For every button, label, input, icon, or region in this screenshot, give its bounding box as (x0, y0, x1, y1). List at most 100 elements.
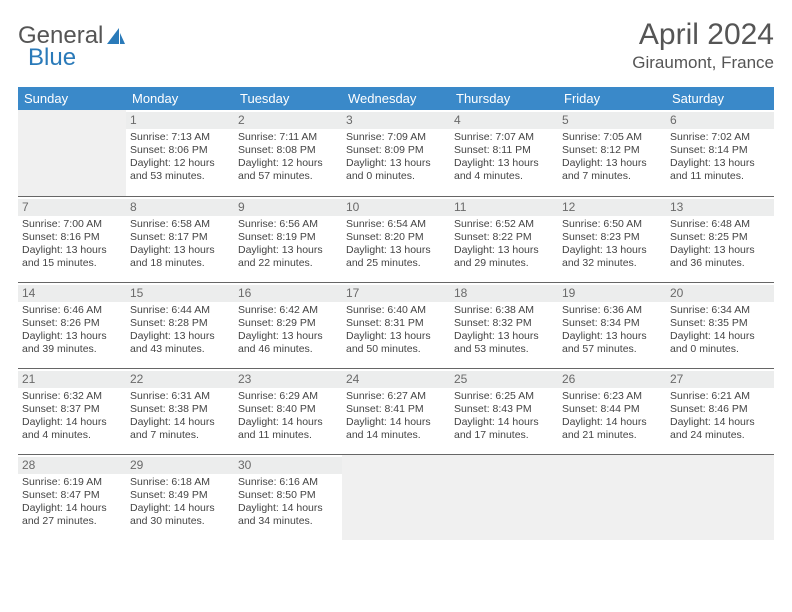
calendar-empty-cell (342, 454, 450, 540)
calendar-day-cell: 5Sunrise: 7:05 AMSunset: 8:12 PMDaylight… (558, 110, 666, 196)
sunset-text: Sunset: 8:50 PM (238, 489, 338, 502)
day-details: Sunrise: 6:36 AMSunset: 8:34 PMDaylight:… (562, 304, 662, 357)
sunrise-text: Sunrise: 6:58 AM (130, 218, 230, 231)
day-header: Tuesday (234, 87, 342, 110)
daylight-text: Daylight: 13 hours and 36 minutes. (670, 244, 770, 270)
calendar-week-row: 28Sunrise: 6:19 AMSunset: 8:47 PMDayligh… (18, 454, 774, 540)
day-details: Sunrise: 6:58 AMSunset: 8:17 PMDaylight:… (130, 218, 230, 271)
day-number: 25 (450, 371, 558, 388)
sunset-text: Sunset: 8:25 PM (670, 231, 770, 244)
day-number: 22 (126, 371, 234, 388)
day-details: Sunrise: 6:27 AMSunset: 8:41 PMDaylight:… (346, 390, 446, 443)
calendar-table: Sunday Monday Tuesday Wednesday Thursday… (18, 87, 774, 540)
day-details: Sunrise: 7:09 AMSunset: 8:09 PMDaylight:… (346, 131, 446, 184)
calendar-day-cell: 19Sunrise: 6:36 AMSunset: 8:34 PMDayligh… (558, 282, 666, 368)
calendar-day-cell: 20Sunrise: 6:34 AMSunset: 8:35 PMDayligh… (666, 282, 774, 368)
day-number: 27 (666, 371, 774, 388)
calendar-week-row: 1Sunrise: 7:13 AMSunset: 8:06 PMDaylight… (18, 110, 774, 196)
sunrise-text: Sunrise: 7:07 AM (454, 131, 554, 144)
sunrise-text: Sunrise: 6:25 AM (454, 390, 554, 403)
daylight-text: Daylight: 14 hours and 27 minutes. (22, 502, 122, 528)
calendar-day-cell: 24Sunrise: 6:27 AMSunset: 8:41 PMDayligh… (342, 368, 450, 454)
sunrise-text: Sunrise: 6:40 AM (346, 304, 446, 317)
sunrise-text: Sunrise: 7:00 AM (22, 218, 122, 231)
day-details: Sunrise: 6:16 AMSunset: 8:50 PMDaylight:… (238, 476, 338, 529)
calendar-day-cell: 11Sunrise: 6:52 AMSunset: 8:22 PMDayligh… (450, 196, 558, 282)
calendar-day-cell: 4Sunrise: 7:07 AMSunset: 8:11 PMDaylight… (450, 110, 558, 196)
sunset-text: Sunset: 8:08 PM (238, 144, 338, 157)
calendar-day-cell: 16Sunrise: 6:42 AMSunset: 8:29 PMDayligh… (234, 282, 342, 368)
calendar-empty-cell (666, 454, 774, 540)
calendar-week-row: 21Sunrise: 6:32 AMSunset: 8:37 PMDayligh… (18, 368, 774, 454)
daylight-text: Daylight: 13 hours and 18 minutes. (130, 244, 230, 270)
calendar-day-cell: 22 Sunrise: 6:31 AMSunset: 8:38 PMDayligh… (126, 368, 234, 454)
sunrise-text: Sunrise: 7:09 AM (346, 131, 446, 144)
day-number: 23 (234, 371, 342, 388)
day-number: 6 (666, 112, 774, 129)
day-details: Sunrise: 7:11 AMSunset: 8:08 PMDaylight:… (238, 131, 338, 184)
calendar-day-cell: 26Sunrise: 6:23 AMSunset: 8:44 PMDayligh… (558, 368, 666, 454)
sunset-text: Sunset: 8:11 PM (454, 144, 554, 157)
sunrise-text: Sunrise: 6:29 AM (238, 390, 338, 403)
sunset-text: Sunset: 8:43 PM (454, 403, 554, 416)
sunrise-text: Sunrise: 6:50 AM (562, 218, 662, 231)
sunset-text: Sunset: 8:44 PM (562, 403, 662, 416)
calendar-day-cell: 23 Sunrise: 6:29 AMSunset: 8:40 PMDayligh… (234, 368, 342, 454)
calendar-day-cell: 9 Sunrise: 6:56 AMSunset: 8:19 PMDaylight… (234, 196, 342, 282)
sunrise-text: Sunrise: 6:27 AM (346, 390, 446, 403)
logo-sail-icon (106, 27, 126, 45)
day-details: Sunrise: 6:34 AMSunset: 8:35 PMDaylight:… (670, 304, 770, 357)
sunrise-text: Sunrise: 6:38 AM (454, 304, 554, 317)
sunset-text: Sunset: 8:41 PM (346, 403, 446, 416)
day-details: Sunrise: 7:13 AMSunset: 8:06 PMDaylight:… (130, 131, 230, 184)
day-details: Sunrise: 6:40 AMSunset: 8:31 PMDaylight:… (346, 304, 446, 357)
calendar-week-row: 7Sunrise: 7:00 AMSunset: 8:16 PMDaylight… (18, 196, 774, 282)
calendar-day-cell: 18Sunrise: 6:38 AMSunset: 8:32 PMDayligh… (450, 282, 558, 368)
day-details: Sunrise: 7:07 AMSunset: 8:11 PMDaylight:… (454, 131, 554, 184)
day-number: 8 (126, 199, 234, 216)
sunrise-text: Sunrise: 6:44 AM (130, 304, 230, 317)
sunset-text: Sunset: 8:40 PM (238, 403, 338, 416)
day-number: 2 (234, 112, 342, 129)
calendar-day-cell: 29 Sunrise: 6:18 AMSunset: 8:49 PMDayligh… (126, 454, 234, 540)
sunset-text: Sunset: 8:09 PM (346, 144, 446, 157)
daylight-text: Daylight: 14 hours and 24 minutes. (670, 416, 770, 442)
calendar-empty-cell (558, 454, 666, 540)
sunrise-text: Sunrise: 6:52 AM (454, 218, 554, 231)
daylight-text: Daylight: 13 hours and 46 minutes. (238, 330, 338, 356)
day-details: Sunrise: 7:00 AMSunset: 8:16 PMDaylight:… (22, 218, 122, 271)
day-number: 13 (666, 199, 774, 216)
calendar-day-cell: 17Sunrise: 6:40 AMSunset: 8:31 PMDayligh… (342, 282, 450, 368)
daylight-text: Daylight: 14 hours and 30 minutes. (130, 502, 230, 528)
day-number: 5 (558, 112, 666, 129)
day-number: 21 (18, 371, 126, 388)
daylight-text: Daylight: 13 hours and 4 minutes. (454, 157, 554, 183)
sunset-text: Sunset: 8:37 PM (22, 403, 122, 416)
sunrise-text: Sunrise: 6:56 AM (238, 218, 338, 231)
day-number: 9 (234, 199, 342, 216)
daylight-text: Daylight: 14 hours and 11 minutes. (238, 416, 338, 442)
sunset-text: Sunset: 8:06 PM (130, 144, 230, 157)
sunset-text: Sunset: 8:32 PM (454, 317, 554, 330)
sunset-text: Sunset: 8:47 PM (22, 489, 122, 502)
day-number: 14 (18, 285, 126, 302)
sunset-text: Sunset: 8:20 PM (346, 231, 446, 244)
daylight-text: Daylight: 13 hours and 53 minutes. (454, 330, 554, 356)
day-number: 29 (126, 457, 234, 474)
calendar-day-cell: 21Sunrise: 6:32 AMSunset: 8:37 PMDayligh… (18, 368, 126, 454)
daylight-text: Daylight: 14 hours and 21 minutes. (562, 416, 662, 442)
day-number: 15 (126, 285, 234, 302)
daylight-text: Daylight: 13 hours and 39 minutes. (22, 330, 122, 356)
daylight-text: Daylight: 14 hours and 14 minutes. (346, 416, 446, 442)
calendar-week-row: 14Sunrise: 6:46 AMSunset: 8:26 PMDayligh… (18, 282, 774, 368)
day-header: Wednesday (342, 87, 450, 110)
daylight-text: Daylight: 14 hours and 0 minutes. (670, 330, 770, 356)
day-header: Sunday (18, 87, 126, 110)
day-details: Sunrise: 6:31 AMSunset: 8:38 PMDaylight:… (130, 390, 230, 443)
calendar-day-cell: 7Sunrise: 7:00 AMSunset: 8:16 PMDaylight… (18, 196, 126, 282)
day-header: Thursday (450, 87, 558, 110)
day-details: Sunrise: 6:21 AMSunset: 8:46 PMDaylight:… (670, 390, 770, 443)
day-details: Sunrise: 6:56 AMSunset: 8:19 PMDaylight:… (238, 218, 338, 271)
calendar-day-cell: 14Sunrise: 6:46 AMSunset: 8:26 PMDayligh… (18, 282, 126, 368)
day-details: Sunrise: 6:18 AMSunset: 8:49 PMDaylight:… (130, 476, 230, 529)
